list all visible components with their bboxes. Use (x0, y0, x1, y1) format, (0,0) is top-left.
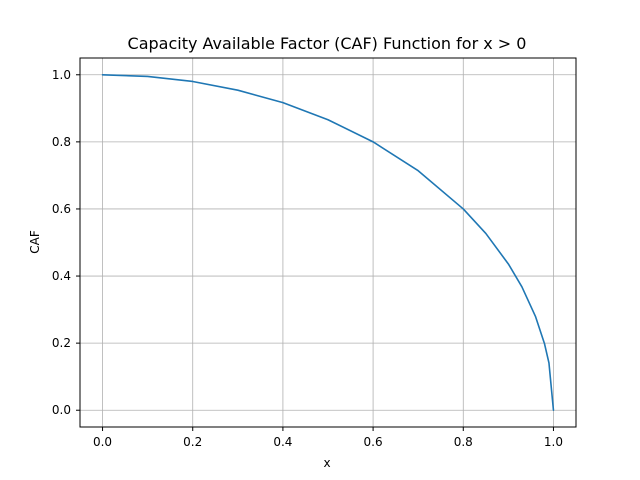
chart-title: Capacity Available Factor (CAF) Function… (128, 34, 527, 53)
series-layer (101, 73, 555, 412)
y-tick-label: 0.2 (52, 336, 71, 350)
grid-layer (80, 58, 576, 427)
x-tick-label: 0.2 (183, 435, 202, 449)
tick-layer: 0.0 0.2 0.4 0.6 0.8 1.0 0.0 0.2 0.4 0.6 0.8 1.0 (52, 68, 563, 449)
y-tick-label: 1.0 (52, 68, 71, 82)
x-tick-label: 0.8 (454, 435, 473, 449)
x-tick-label: 1.0 (544, 435, 563, 449)
y-tick-label: 0.0 (52, 403, 71, 417)
x-tick-label: 0.6 (364, 435, 383, 449)
series-line (101, 73, 555, 412)
plot-frame (79, 57, 577, 428)
y-tick-label: 0.6 (52, 202, 71, 216)
x-tick-label: 0.0 (93, 435, 112, 449)
y-axis-label: CAF (28, 230, 42, 254)
y-tick-label: 0.8 (52, 135, 71, 149)
y-tick-label: 0.4 (52, 269, 71, 283)
x-axis-label: x (323, 456, 330, 470)
x-tick-label: 0.4 (273, 435, 292, 449)
